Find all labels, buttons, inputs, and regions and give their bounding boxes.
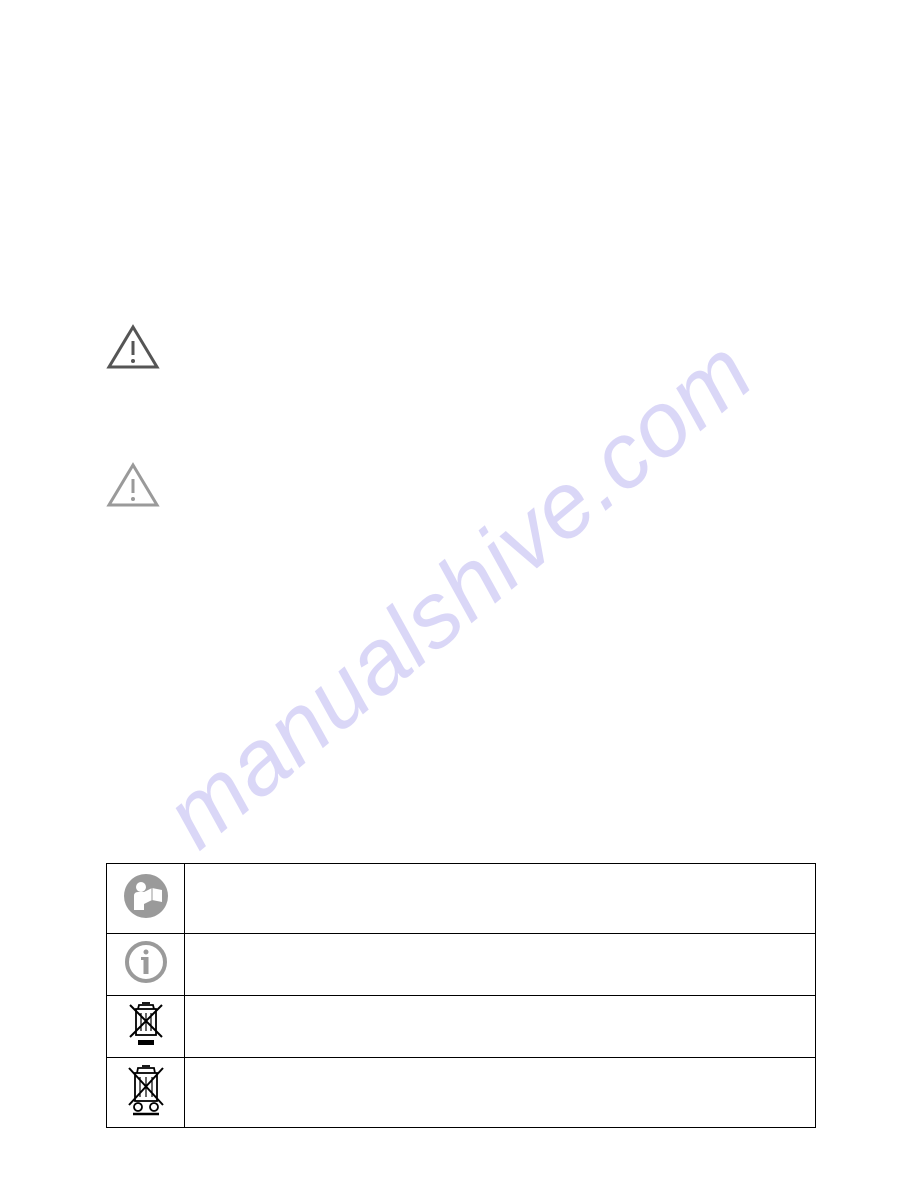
table-row bbox=[107, 934, 816, 996]
symbol-description-cell bbox=[185, 864, 816, 934]
table-row bbox=[107, 1058, 816, 1128]
watermark-text: manualshive.com bbox=[145, 319, 772, 869]
symbol-description-cell bbox=[185, 934, 816, 996]
table-row bbox=[107, 864, 816, 934]
warning-triangle-icon bbox=[105, 323, 161, 371]
info-icon bbox=[124, 940, 168, 984]
symbol-table bbox=[106, 863, 816, 1128]
symbol-description-cell bbox=[185, 996, 816, 1058]
battery-disposal-icon bbox=[126, 1001, 166, 1047]
symbol-description-cell bbox=[185, 1058, 816, 1128]
warning-triangle-icon bbox=[105, 461, 161, 509]
read-manual-icon bbox=[122, 872, 170, 920]
weee-disposal-icon bbox=[125, 1063, 167, 1117]
table-row bbox=[107, 996, 816, 1058]
